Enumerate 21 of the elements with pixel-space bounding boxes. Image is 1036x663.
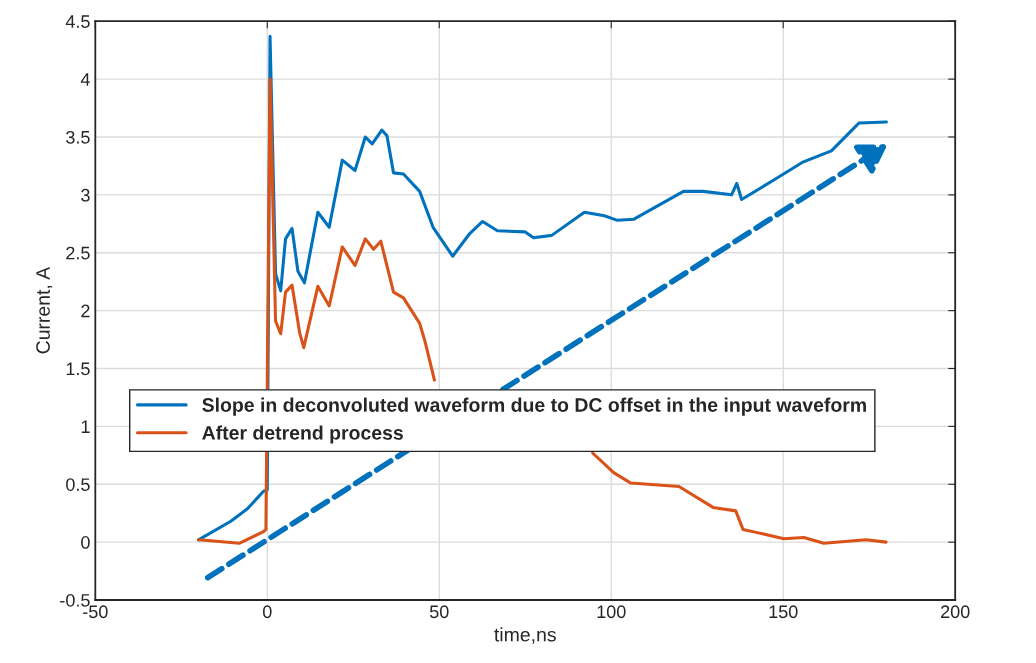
x-axis-title: time,ns [494, 627, 556, 644]
legend-label: Slope in deconvoluted waveform due to DC offset in the input waveform [202, 397, 866, 416]
y-tick-label: 2.5 [66, 246, 90, 260]
y-tick-label: 0.5 [66, 478, 90, 491]
y-tick-label: 1.5 [66, 362, 90, 376]
x-tick-label: -50 [83, 605, 108, 619]
y-tick-label: 4 [80, 73, 90, 86]
y-tick-label: 3.5 [66, 130, 90, 144]
y-axis-title: Current, A [36, 266, 53, 354]
y-tick-label: 4.5 [65, 15, 90, 28]
y-tick-label: 2 [81, 304, 90, 318]
y-tick-label: 0 [81, 536, 90, 549]
x-tick-label: 0 [262, 605, 272, 619]
x-tick-label: 100 [597, 605, 626, 619]
y-tick-label: 1 [81, 420, 90, 433]
x-tick-label: 150 [769, 605, 798, 619]
y-tick-label: 3 [81, 188, 90, 202]
y-tick-label: -0.5 [60, 593, 90, 607]
x-tick-label: 200 [941, 605, 970, 619]
legend-label: After detrend process [202, 425, 403, 444]
x-tick-label: 50 [429, 605, 449, 619]
